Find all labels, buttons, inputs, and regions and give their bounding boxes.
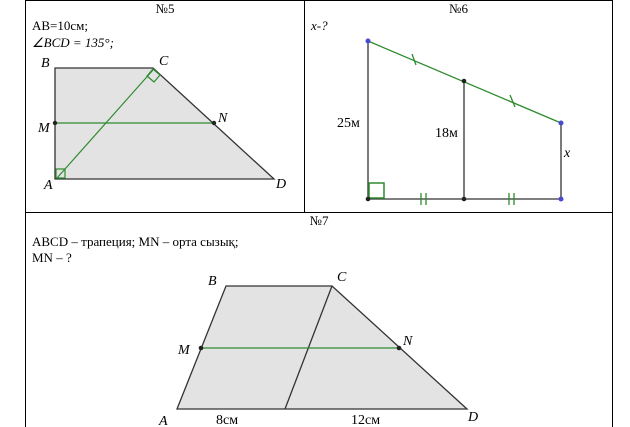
problem-6-number: №6 (449, 1, 468, 16)
label-n-7: N (402, 334, 413, 349)
label-a-7: A (158, 414, 168, 427)
label-base-left: 8см (216, 413, 238, 427)
label-middle-height: 18м (435, 126, 458, 141)
problem-5-number: №5 (155, 1, 175, 16)
problem-5-cell: №5 AB=10см; ∠BCD = 135°; B C M N A D (25, 0, 305, 213)
label-b-5: B (41, 56, 50, 71)
problem-7-cell: №7 ABCD – трапеция; MN – орта сызық; MN … (25, 212, 613, 427)
point-n-5 (211, 120, 217, 126)
problem-7-number: №7 (309, 213, 329, 228)
problem-5-given-2: ∠BCD = 135°; (32, 35, 114, 50)
problem-7-given-2: MN – ? (32, 250, 72, 265)
label-b-7: B (208, 274, 217, 289)
label-d-5: D (275, 177, 286, 192)
label-n-5: N (217, 111, 228, 126)
problem-7-figure: B C M N A D 8см 12см (158, 270, 478, 427)
label-c-7: C (337, 270, 347, 285)
label-c-5: C (159, 54, 169, 69)
label-m-7: M (177, 343, 191, 358)
diagonal-ac (56, 69, 154, 179)
point-m-5 (52, 120, 58, 126)
label-m-5: M (37, 121, 51, 136)
point-top-left (365, 38, 371, 44)
tick-slope-2 (509, 94, 516, 108)
problem-6-question: x-? (311, 18, 328, 33)
label-left-height: 25м (337, 116, 360, 131)
tick-slope-1 (411, 53, 417, 66)
label-x: x (563, 146, 571, 161)
label-a-5: A (43, 178, 53, 193)
problem-7-given-1: ABCD – трапеция; MN – орта сызық; (32, 234, 239, 249)
problem-6-figure: 25м 18м x (337, 38, 571, 205)
problem-5-given-1: AB=10см; (32, 18, 88, 33)
point-bottom-middle (461, 196, 467, 202)
label-base-right: 12см (351, 413, 380, 427)
point-bottom-right (558, 196, 564, 202)
problem-6-cell: №6 x-? 25м 18м x (304, 0, 613, 213)
point-top-right (558, 120, 564, 126)
right-angle-marker-6 (368, 182, 385, 199)
point-n-7 (396, 345, 402, 351)
point-bottom-left (365, 196, 371, 202)
point-top-middle (461, 78, 467, 84)
problem-5-figure: B C M N A D (37, 54, 286, 193)
right-angle-a-marker (55, 168, 66, 179)
label-d-7: D (467, 410, 478, 425)
point-m-7 (198, 345, 204, 351)
right-angle-c-marker (146, 68, 161, 83)
